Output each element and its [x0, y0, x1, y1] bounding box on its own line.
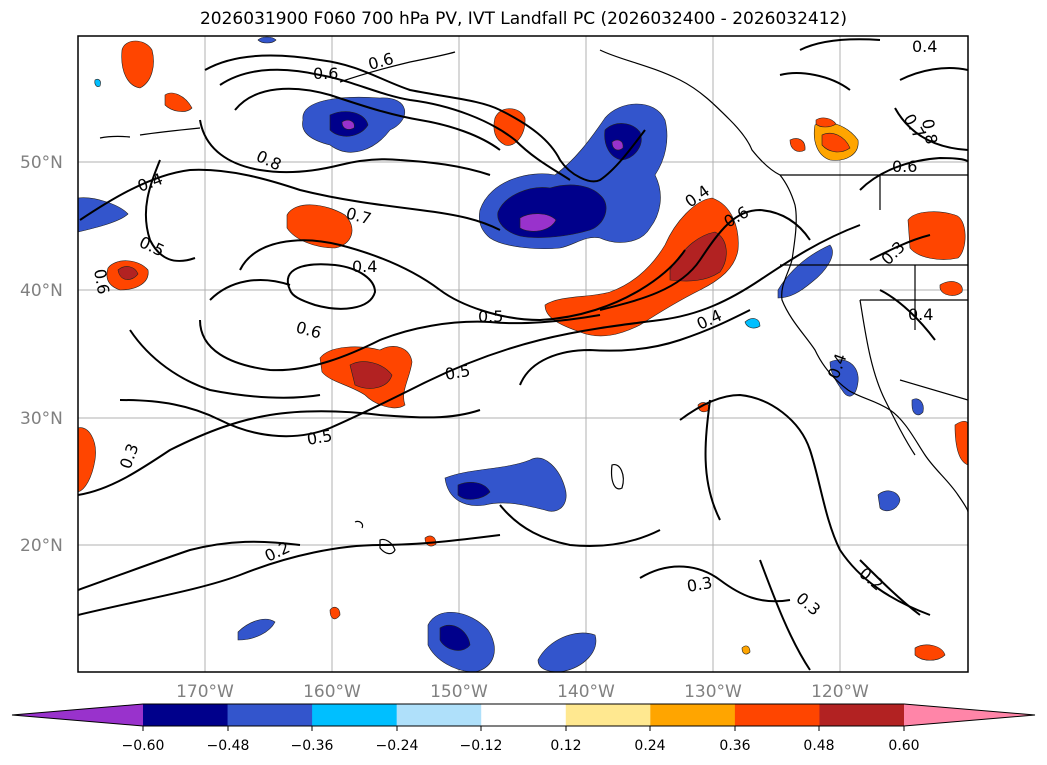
coastlines [99, 49, 968, 555]
contour-label: 0.5 [478, 307, 503, 326]
colorbar-segment [227, 704, 313, 726]
contour-label: 0.6 [366, 49, 396, 74]
contour-label: 0.5 [305, 426, 333, 449]
lon-label: 120°W [811, 682, 869, 702]
colorbar-ticks [142, 726, 905, 731]
colorbar-segment [396, 704, 482, 726]
colorbar-segments [143, 704, 905, 726]
lat-label: 50°N [20, 153, 63, 173]
colorbar-tick-label: −0.12 [460, 738, 503, 754]
colorbar-segment [481, 704, 567, 726]
lat-label: 20°N [20, 536, 63, 556]
contour-label: 0.4 [352, 257, 377, 276]
contour-label: 0.6 [892, 157, 917, 176]
contour-label: 0.3 [877, 237, 908, 268]
colorbar-tick-label: 0.48 [803, 738, 834, 754]
contour-label: 0.6 [294, 318, 324, 343]
colorbar-tick-label: −0.24 [376, 738, 419, 754]
colorbar-segment [143, 704, 229, 726]
contour-label: 0.4 [694, 306, 725, 334]
colorbar-tick-labels: −0.60 −0.48 −0.36 −0.24 −0.12 0.12 0.24 … [122, 738, 920, 754]
map-frame [77, 35, 969, 673]
contour-lines [78, 38, 968, 671]
colorbar-tick-label: 0.24 [634, 738, 665, 754]
contour-label: 0.6 [90, 267, 113, 295]
colorbar-segment [565, 704, 651, 726]
colorbar-segment [312, 704, 398, 726]
colorbar-tick-label: 0.60 [888, 738, 919, 754]
contour-label: 0.5 [443, 361, 471, 384]
colorbar-segment [819, 704, 905, 726]
contour-label: 0.3 [792, 589, 824, 620]
colorbar-tick-label: −0.60 [122, 738, 165, 754]
colorbar-tick-label: 0.12 [550, 738, 581, 754]
map-title: 2026031900 F060 700 hPa PV, IVT Landfall… [199, 9, 847, 29]
colorbar-extend-low [12, 704, 143, 726]
colorbar-tick-label: −0.48 [207, 738, 250, 754]
map-panel: 0.6 0.8 0.4 0.5 0.7 0.4 0.5 0.4 0.6 0.5 … [78, 36, 968, 672]
contour-label: 0.4 [135, 169, 165, 196]
longitude-labels: 170°W 160°W 150°W 140°W 130°W 120°W [176, 682, 869, 702]
contour-label: 0.8 [918, 117, 941, 145]
lon-label: 140°W [557, 682, 615, 702]
latitude-labels: 50°N 40°N 30°N 20°N [20, 153, 63, 556]
lon-label: 170°W [176, 682, 234, 702]
colorbar: −0.60 −0.48 −0.36 −0.24 −0.12 0.12 0.24 … [11, 703, 1036, 754]
contour-label: 0.4 [908, 305, 933, 324]
lon-label: 130°W [684, 682, 742, 702]
lat-label: 40°N [20, 281, 63, 301]
lon-label: 160°W [303, 682, 361, 702]
positive-anomaly-regions [78, 40, 968, 661]
colorbar-segment [650, 704, 736, 726]
colorbar-tick-label: 0.36 [719, 738, 750, 754]
contour-label: 0.4 [912, 37, 937, 56]
gridlines [78, 36, 968, 672]
colorbar-extend-high [904, 704, 1035, 726]
colorbar-tick-label: −0.36 [291, 738, 334, 754]
contour-label: 0.6 [313, 64, 338, 83]
contour-label: 0.3 [116, 441, 143, 471]
colorbar-segment [734, 704, 820, 726]
contour-label: 0.3 [685, 573, 713, 596]
lon-label: 150°W [430, 682, 488, 702]
contour-label: 0.2 [855, 564, 887, 595]
lat-label: 30°N [20, 409, 63, 429]
